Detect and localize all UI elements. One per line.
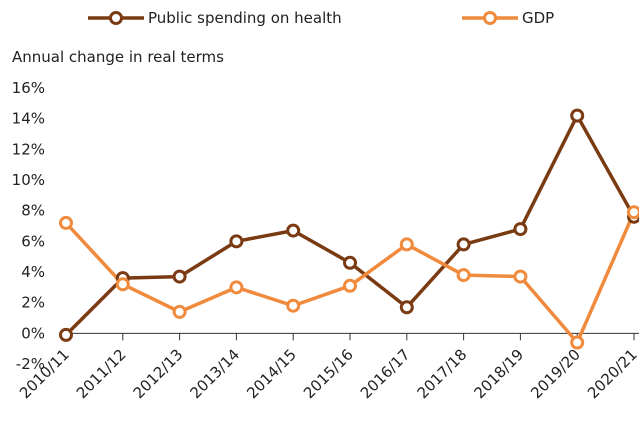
legend-marker xyxy=(111,13,122,24)
x-tick-label: 2014/15 xyxy=(243,345,300,402)
data-point xyxy=(458,270,469,281)
x-tick-label: 2017/18 xyxy=(414,345,471,402)
y-tick-label: 8% xyxy=(21,202,45,220)
y-tick-label: 10% xyxy=(12,171,45,189)
x-tick-label: 2013/14 xyxy=(186,345,243,402)
y-tick-label: 14% xyxy=(12,110,45,128)
y-tick-label: 16% xyxy=(12,79,45,97)
data-point xyxy=(231,282,242,293)
y-tick-label: 2% xyxy=(21,294,45,312)
data-point xyxy=(345,280,356,291)
data-point xyxy=(288,225,299,236)
y-axis-label: Annual change in real terms xyxy=(12,48,224,66)
x-tick-label: 2020/21 xyxy=(584,345,639,402)
x-tick-label: 2016/17 xyxy=(357,345,414,402)
y-tick-label: 12% xyxy=(12,140,45,158)
data-point xyxy=(572,110,583,121)
data-point xyxy=(174,306,185,317)
data-point xyxy=(61,329,72,340)
legend-marker xyxy=(485,13,496,24)
data-point xyxy=(458,239,469,250)
series-line xyxy=(66,116,634,335)
data-point xyxy=(174,271,185,282)
legend-label: Public spending on health xyxy=(148,9,342,27)
x-tick-label: 2015/16 xyxy=(300,345,357,402)
data-point xyxy=(515,271,526,282)
legend-label: GDP xyxy=(522,9,554,27)
data-point xyxy=(572,337,583,348)
data-point xyxy=(629,207,639,218)
y-tick-label: 6% xyxy=(21,232,45,250)
data-point xyxy=(401,239,412,250)
data-point xyxy=(401,302,412,313)
data-point xyxy=(231,236,242,247)
x-tick-label: 2019/20 xyxy=(527,345,584,402)
data-point xyxy=(515,224,526,235)
x-tick-label: 2018/19 xyxy=(470,345,527,402)
y-tick-label: 0% xyxy=(21,324,45,342)
x-tick-label: 2010/11 xyxy=(16,345,73,402)
data-point xyxy=(61,217,72,228)
y-tick-label: 4% xyxy=(21,263,45,281)
x-tick-label: 2011/12 xyxy=(73,345,130,402)
data-point xyxy=(345,257,356,268)
data-point xyxy=(288,300,299,311)
data-point xyxy=(117,279,128,290)
x-tick-label: 2012/13 xyxy=(130,345,187,402)
